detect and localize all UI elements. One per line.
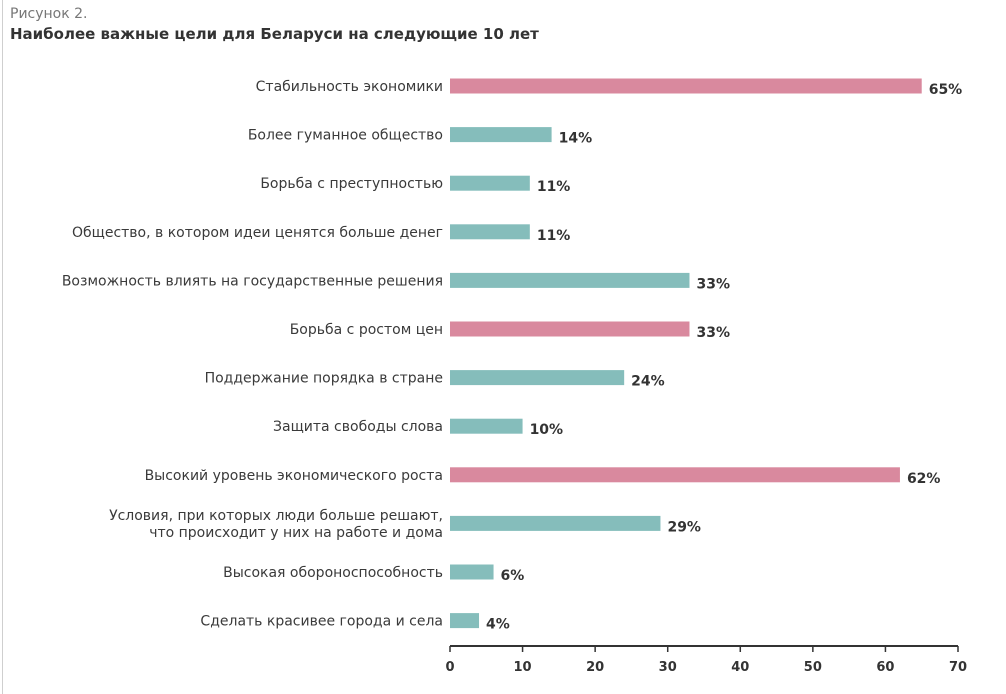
bar [450, 224, 530, 240]
category-label: Условия, при которых люди больше решают,… [109, 508, 443, 541]
x-tick-label: 20 [586, 660, 604, 675]
category-label: Сделать красивее города и села [200, 614, 443, 630]
value-label: 62% [907, 471, 941, 487]
category-label: Поддержание порядка в стране [205, 371, 443, 387]
x-tick-label: 30 [659, 660, 677, 675]
value-label: 14% [559, 131, 593, 147]
category-label: Возможность влиять на государственные ре… [62, 273, 443, 289]
bar [450, 321, 690, 337]
bar [450, 564, 494, 580]
bar [450, 418, 523, 434]
value-label: 29% [667, 519, 701, 535]
bar [450, 175, 530, 191]
category-label: Высокий уровень экономического роста [145, 468, 443, 484]
bars-group [450, 78, 922, 629]
category-labels-group: Стабильность экономики Более гуманное общ… [62, 79, 443, 630]
category-label: Стабильность экономики [256, 79, 443, 95]
value-label: 11% [537, 179, 571, 195]
figure-label: Рисунок 2. [10, 6, 88, 22]
category-label: Общество, в котором идеи ценятся больше … [72, 225, 443, 241]
category-label: Борьба с преступностью [260, 176, 443, 192]
value-label: 33% [696, 276, 730, 292]
x-tick-label: 70 [949, 660, 967, 675]
category-label: Более гуманное общество [248, 128, 443, 144]
bar [450, 127, 552, 143]
bar [450, 613, 480, 629]
value-label: 65% [929, 82, 963, 98]
category-label: Борьба с ростом цен [290, 322, 443, 338]
chart-title: Наиболее важные цели для Беларуси на сле… [10, 25, 539, 43]
category-label: Защита свободы слова [273, 419, 443, 435]
bar [450, 515, 661, 531]
x-tick-label: 10 [514, 660, 532, 675]
x-tick-label: 40 [731, 660, 749, 675]
bar [450, 467, 900, 483]
bar [450, 370, 625, 386]
category-label: Высокая обороноспособность [223, 565, 443, 581]
value-label: 24% [631, 374, 665, 390]
value-label: 6% [501, 568, 525, 584]
value-label: 10% [530, 422, 564, 438]
value-label: 33% [696, 325, 730, 341]
x-axis: 0 10 20 30 40 50 60 70 [445, 645, 967, 675]
bar [450, 272, 690, 288]
value-labels-group: 65% 14% 11% 11% 33% 33% 24% 10% 62% 29% 6% 4% [486, 82, 962, 633]
x-tick-label: 0 [445, 660, 454, 675]
x-tick-label: 50 [804, 660, 822, 675]
value-label: 11% [537, 228, 571, 244]
left-border [2, 0, 3, 694]
x-tick-label: 60 [876, 660, 894, 675]
bar [450, 78, 922, 94]
value-label: 4% [486, 617, 510, 633]
